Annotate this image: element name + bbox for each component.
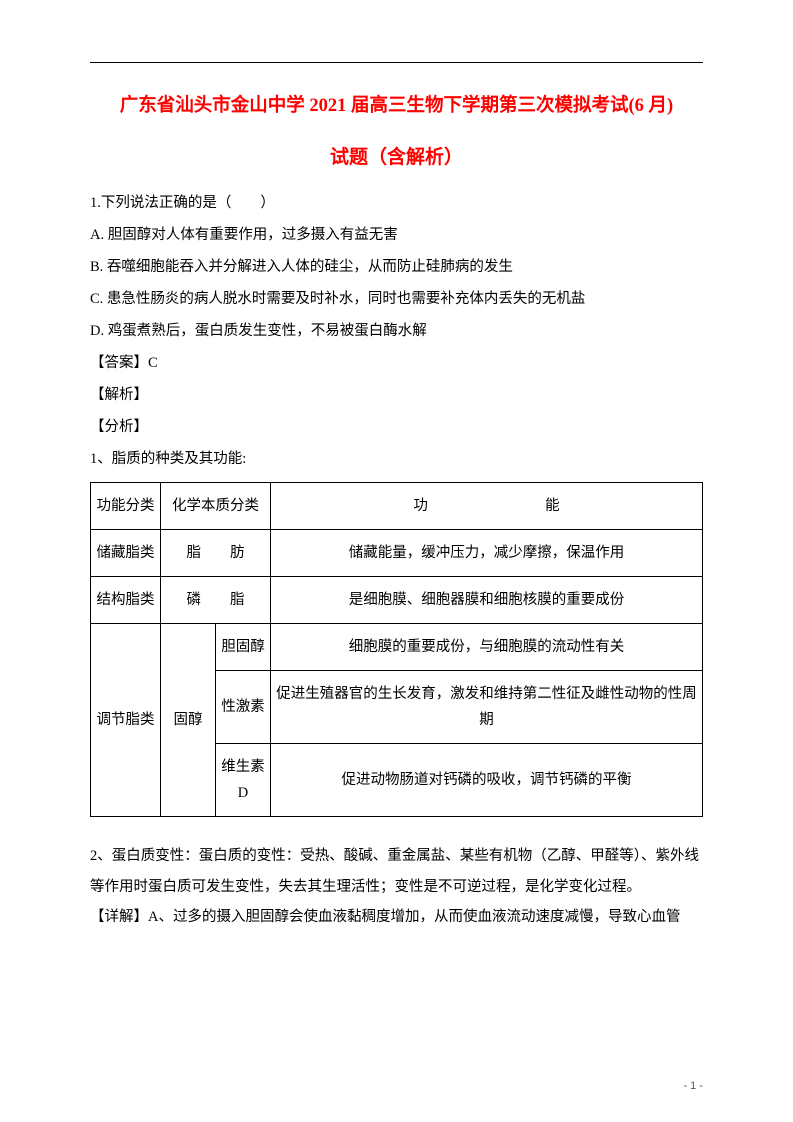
cell-cat-3: 调节脂类 <box>91 623 161 816</box>
q1-option-c: C. 患急性肠炎的病人脱水时需要及时补水，同时也需要补充体内丢失的无机盐 <box>90 284 703 316</box>
cell-group-3: 固醇 <box>161 623 216 816</box>
cell-fn-3a: 细胞膜的重要成份，与细胞膜的流动性有关 <box>271 623 703 670</box>
table-row: 储藏脂类 脂 肪 储藏能量，缓冲压力，减少摩擦，保温作用 <box>91 529 703 576</box>
top-rule <box>90 62 703 63</box>
cell-fn-3c: 促进动物肠道对钙磷的吸收，调节钙磷的平衡 <box>271 744 703 817</box>
answer-label: 【答案】C <box>90 348 703 380</box>
th-category: 功能分类 <box>91 482 161 529</box>
th-function-a: 功 <box>413 498 428 514</box>
cell-cat-2: 结构脂类 <box>91 576 161 623</box>
table-row: 功能分类 化学本质分类 功 能 <box>91 482 703 529</box>
cell-cat-1: 储藏脂类 <box>91 529 161 576</box>
cell-mat-2: 磷 脂 <box>161 576 271 623</box>
th-material: 化学本质分类 <box>161 482 271 529</box>
analysis-label: 【分析】 <box>90 412 703 444</box>
th-function-b: 能 <box>545 498 560 514</box>
q1-option-a: A. 胆固醇对人体有重要作用，过多摄入有益无害 <box>90 220 703 252</box>
title-main: 广东省汕头市金山中学 2021 届高三生物下学期第三次模拟考试(6 月) <box>90 86 703 127</box>
lipid-intro: 1、脂质的种类及其功能: <box>90 444 703 476</box>
cell-mat-3c: 维生素D <box>216 744 271 817</box>
title-sub: 试题（含解析） <box>90 137 703 179</box>
cell-fn-3b: 促进生殖器官的生长发育，激发和维持第二性征及雌性动物的性周期 <box>271 670 703 743</box>
table-row: 调节脂类 固醇 胆固醇 细胞膜的重要成份，与细胞膜的流动性有关 <box>91 623 703 670</box>
cell-mat-3a: 胆固醇 <box>216 623 271 670</box>
q1-stem: 1.下列说法正确的是（ ） <box>90 188 703 220</box>
page-number: - 1 - <box>683 1080 703 1092</box>
explain-label: 【解析】 <box>90 380 703 412</box>
cell-mat-1: 脂 肪 <box>161 529 271 576</box>
page-content: 广东省汕头市金山中学 2021 届高三生物下学期第三次模拟考试(6 月) 试题（… <box>90 86 703 933</box>
para-2: 2、蛋白质变性：蛋白质的变性：受热、酸碱、重金属盐、某些有机物（乙醇、甲醛等）、… <box>90 841 703 902</box>
table-row: 结构脂类 磷 脂 是细胞膜、细胞器膜和细胞核膜的重要成份 <box>91 576 703 623</box>
th-function: 功 能 <box>271 482 703 529</box>
q1-option-d: D. 鸡蛋煮熟后，蛋白质发生变性，不易被蛋白酶水解 <box>90 316 703 348</box>
detail-para: 【详解】A、过多的摄入胆固醇会使血液黏稠度增加，从而使血液流动速度减慢，导致心血… <box>90 902 703 932</box>
cell-fn-2: 是细胞膜、细胞器膜和细胞核膜的重要成份 <box>271 576 703 623</box>
cell-mat-3b: 性激素 <box>216 670 271 743</box>
cell-fn-1: 储藏能量，缓冲压力，减少摩擦，保温作用 <box>271 529 703 576</box>
q1-option-b: B. 吞噬细胞能吞入并分解进入人体的硅尘，从而防止硅肺病的发生 <box>90 252 703 284</box>
lipid-table: 功能分类 化学本质分类 功 能 储藏脂类 脂 肪 储藏能量，缓冲压力，减少摩擦，… <box>90 482 703 818</box>
